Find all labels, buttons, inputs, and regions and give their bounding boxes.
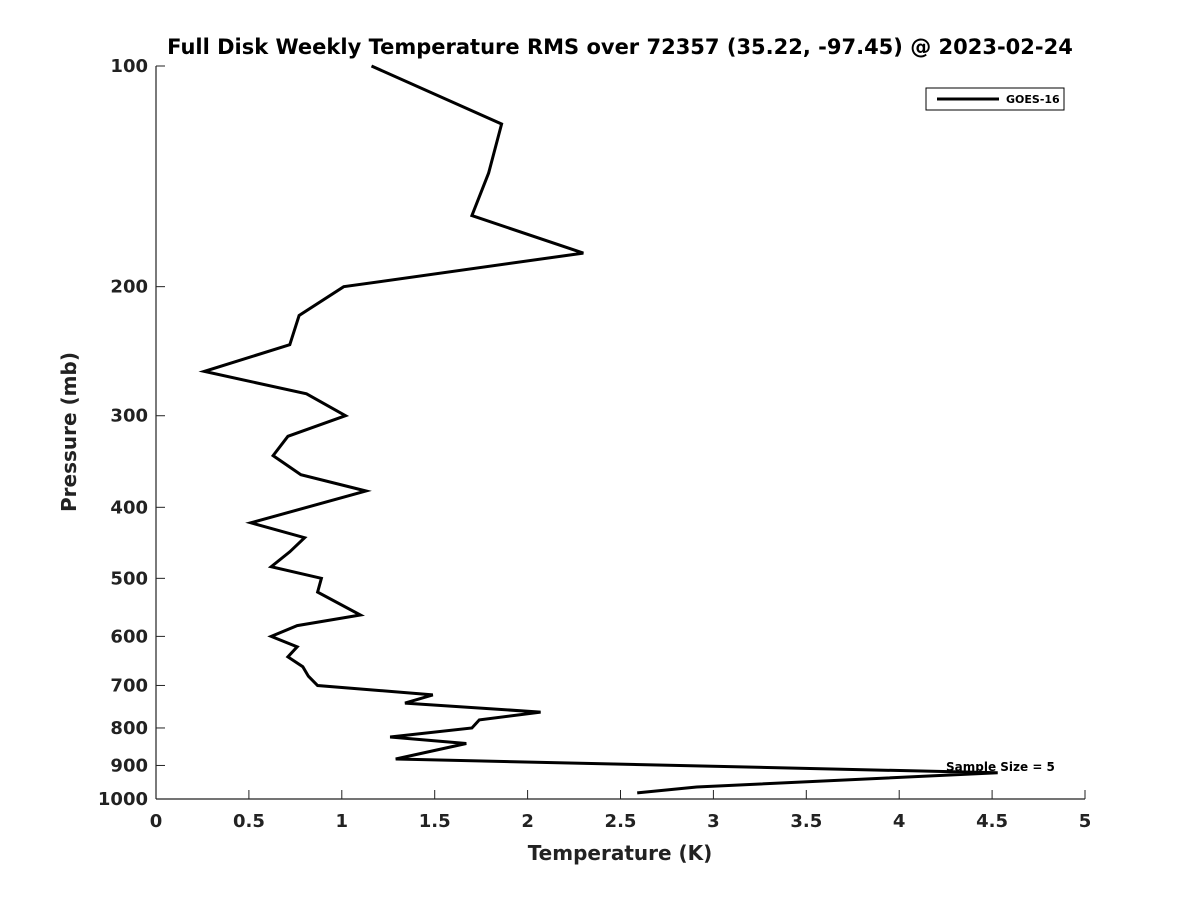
y-tick-label: 300 xyxy=(110,406,148,427)
axes: 0 0.5 1 1.5 2 2.5 3 3.5 4 4.5 5 100 200 300 400 500 600 7… xyxy=(98,56,1091,832)
legend: GOES-16 xyxy=(925,87,1065,111)
y-tick-label: 100 xyxy=(110,56,148,77)
sample-size-annotation: Sample Size = 5 xyxy=(946,760,1055,774)
y-tick-label: 1000 xyxy=(98,789,148,810)
y-tick-label: 800 xyxy=(110,718,148,739)
y-tick-label: 600 xyxy=(110,626,148,647)
x-tick-label: 2.5 xyxy=(605,811,637,832)
y-axis-label: Pressure (mb) xyxy=(57,352,81,512)
chart-title: Full Disk Weekly Temperature RMS over 72… xyxy=(167,35,1073,59)
x-tick-label: 4.5 xyxy=(976,811,1008,832)
series-line-goes-16 xyxy=(198,64,998,795)
x-tick-label: 1.5 xyxy=(419,811,451,832)
y-tick-label: 700 xyxy=(110,675,148,696)
x-tick-label: 0.5 xyxy=(233,811,265,832)
x-tick-label: 5 xyxy=(1079,811,1092,832)
y-tick-label: 400 xyxy=(110,497,148,518)
x-axis-label: Temperature (K) xyxy=(528,841,713,865)
plot-area xyxy=(198,64,998,795)
y-tick-label: 500 xyxy=(110,568,148,589)
x-tick-label: 3 xyxy=(707,811,720,832)
y-tick-label: 900 xyxy=(110,755,148,776)
x-tick-label: 2 xyxy=(521,811,534,832)
x-tick-label: 3.5 xyxy=(790,811,822,832)
y-tick-label: 200 xyxy=(110,277,148,298)
x-tick-label: 0 xyxy=(150,811,163,832)
x-tick-label: 1 xyxy=(336,811,349,832)
x-tick-label: 4 xyxy=(893,811,906,832)
legend-label-goes-16: GOES-16 xyxy=(1006,93,1060,106)
